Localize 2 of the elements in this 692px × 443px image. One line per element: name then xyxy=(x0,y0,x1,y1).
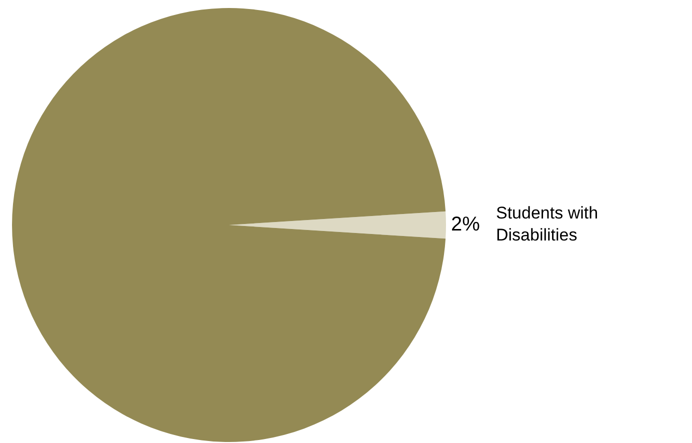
data-label: 2% xyxy=(451,214,480,236)
slice-label: Students with Disabilities xyxy=(496,204,598,245)
